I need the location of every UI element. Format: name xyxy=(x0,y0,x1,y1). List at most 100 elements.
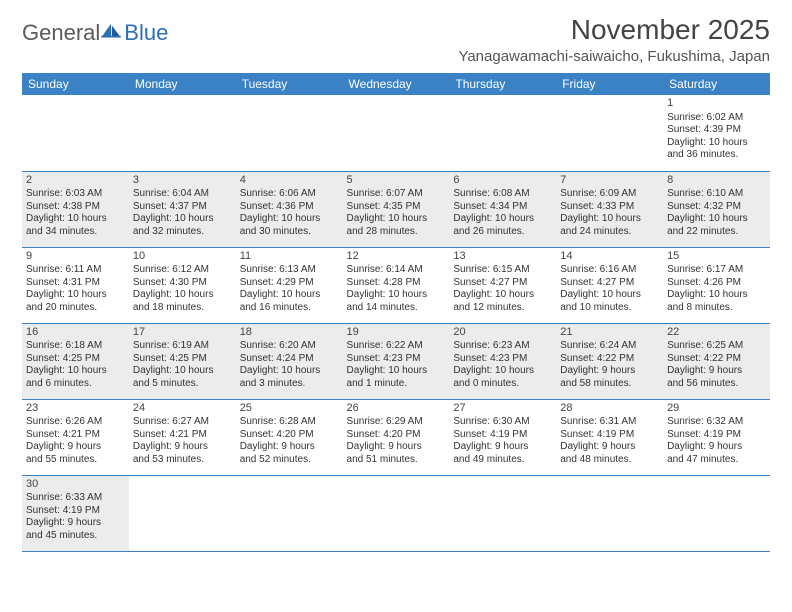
day-detail-line: Sunrise: 6:25 AM xyxy=(667,340,766,353)
day-detail-line: Sunrise: 6:07 AM xyxy=(347,188,446,201)
day-detail-line: and 36 minutes. xyxy=(667,149,766,162)
calendar-day-cell: 19Sunrise: 6:22 AMSunset: 4:23 PMDayligh… xyxy=(343,323,450,399)
calendar-day-cell: 22Sunrise: 6:25 AMSunset: 4:22 PMDayligh… xyxy=(663,323,770,399)
calendar-day-cell xyxy=(343,95,450,171)
day-number: 7 xyxy=(560,174,659,188)
day-detail-line: Daylight: 9 hours xyxy=(667,441,766,454)
day-detail-line: Daylight: 9 hours xyxy=(560,441,659,454)
day-number: 15 xyxy=(667,250,766,264)
day-detail-line: Sunset: 4:36 PM xyxy=(240,201,339,214)
day-detail-line: and 22 minutes. xyxy=(667,226,766,239)
weekday-header: Tuesday xyxy=(236,73,343,95)
day-detail-line: Sunrise: 6:19 AM xyxy=(133,340,232,353)
day-detail-line: and 58 minutes. xyxy=(560,378,659,391)
day-detail-line: Sunset: 4:28 PM xyxy=(347,277,446,290)
day-detail-line: Sunrise: 6:22 AM xyxy=(347,340,446,353)
calendar-day-cell: 28Sunrise: 6:31 AMSunset: 4:19 PMDayligh… xyxy=(556,399,663,475)
day-detail-line: Daylight: 9 hours xyxy=(347,441,446,454)
day-detail-line: and 52 minutes. xyxy=(240,454,339,467)
day-detail-line: and 49 minutes. xyxy=(453,454,552,467)
day-detail-line: Sunrise: 6:11 AM xyxy=(26,264,125,277)
title-block: November 2025 Yanagawamachi-saiwaicho, F… xyxy=(458,14,770,65)
day-detail-line: Sunrise: 6:23 AM xyxy=(453,340,552,353)
day-detail-line: and 12 minutes. xyxy=(453,302,552,315)
day-detail-line: Sunset: 4:31 PM xyxy=(26,277,125,290)
day-number: 25 xyxy=(240,402,339,416)
day-detail-line: and 20 minutes. xyxy=(26,302,125,315)
sail-icon xyxy=(100,22,122,38)
day-detail-line: Sunrise: 6:13 AM xyxy=(240,264,339,277)
day-detail-line: Sunrise: 6:08 AM xyxy=(453,188,552,201)
day-number: 30 xyxy=(26,478,125,492)
day-number: 24 xyxy=(133,402,232,416)
day-detail-line: Sunset: 4:21 PM xyxy=(133,429,232,442)
day-detail-line: Sunset: 4:20 PM xyxy=(240,429,339,442)
day-number: 17 xyxy=(133,326,232,340)
day-detail-line: Sunset: 4:35 PM xyxy=(347,201,446,214)
day-detail-line: Sunset: 4:34 PM xyxy=(453,201,552,214)
day-detail-line: and 1 minute. xyxy=(347,378,446,391)
day-detail-line: Daylight: 9 hours xyxy=(26,441,125,454)
day-number: 16 xyxy=(26,326,125,340)
day-detail-line: Sunrise: 6:17 AM xyxy=(667,264,766,277)
day-detail-line: Sunrise: 6:12 AM xyxy=(133,264,232,277)
calendar-day-cell: 3Sunrise: 6:04 AMSunset: 4:37 PMDaylight… xyxy=(129,171,236,247)
weekday-header: Sunday xyxy=(22,73,129,95)
day-detail-line: Sunrise: 6:14 AM xyxy=(347,264,446,277)
day-number: 3 xyxy=(133,174,232,188)
day-detail-line: Sunset: 4:25 PM xyxy=(26,353,125,366)
calendar-day-cell: 18Sunrise: 6:20 AMSunset: 4:24 PMDayligh… xyxy=(236,323,343,399)
day-detail-line: Sunrise: 6:15 AM xyxy=(453,264,552,277)
calendar-day-cell: 21Sunrise: 6:24 AMSunset: 4:22 PMDayligh… xyxy=(556,323,663,399)
calendar-day-cell xyxy=(236,475,343,551)
calendar-day-cell: 12Sunrise: 6:14 AMSunset: 4:28 PMDayligh… xyxy=(343,247,450,323)
day-detail-line: Daylight: 10 hours xyxy=(560,213,659,226)
calendar-week-row: 1Sunrise: 6:02 AMSunset: 4:39 PMDaylight… xyxy=(22,95,770,171)
day-detail-line: Daylight: 9 hours xyxy=(453,441,552,454)
day-detail-line: Sunset: 4:19 PM xyxy=(560,429,659,442)
page-title: November 2025 xyxy=(458,14,770,46)
day-number: 19 xyxy=(347,326,446,340)
day-detail-line: Daylight: 10 hours xyxy=(667,213,766,226)
calendar-day-cell: 5Sunrise: 6:07 AMSunset: 4:35 PMDaylight… xyxy=(343,171,450,247)
day-detail-line: Sunrise: 6:20 AM xyxy=(240,340,339,353)
calendar-day-cell xyxy=(556,95,663,171)
calendar-day-cell xyxy=(449,95,556,171)
day-detail-line: Sunrise: 6:31 AM xyxy=(560,416,659,429)
calendar-day-cell xyxy=(129,95,236,171)
weekday-header: Monday xyxy=(129,73,236,95)
day-number: 10 xyxy=(133,250,232,264)
day-detail-line: Sunrise: 6:30 AM xyxy=(453,416,552,429)
day-number: 27 xyxy=(453,402,552,416)
calendar-table: SundayMondayTuesdayWednesdayThursdayFrid… xyxy=(22,73,770,552)
day-detail-line: Sunset: 4:25 PM xyxy=(133,353,232,366)
day-detail-line: Sunset: 4:26 PM xyxy=(667,277,766,290)
day-number: 29 xyxy=(667,402,766,416)
day-detail-line: Daylight: 10 hours xyxy=(26,365,125,378)
calendar-day-cell: 29Sunrise: 6:32 AMSunset: 4:19 PMDayligh… xyxy=(663,399,770,475)
calendar-day-cell: 25Sunrise: 6:28 AMSunset: 4:20 PMDayligh… xyxy=(236,399,343,475)
weekday-header-row: SundayMondayTuesdayWednesdayThursdayFrid… xyxy=(22,73,770,95)
day-detail-line: Sunrise: 6:06 AM xyxy=(240,188,339,201)
day-detail-line: Sunrise: 6:27 AM xyxy=(133,416,232,429)
day-number: 22 xyxy=(667,326,766,340)
day-detail-line: and 56 minutes. xyxy=(667,378,766,391)
calendar-day-cell: 2Sunrise: 6:03 AMSunset: 4:38 PMDaylight… xyxy=(22,171,129,247)
calendar-week-row: 16Sunrise: 6:18 AMSunset: 4:25 PMDayligh… xyxy=(22,323,770,399)
day-detail-line: Sunrise: 6:33 AM xyxy=(26,492,125,505)
day-detail-line: Daylight: 10 hours xyxy=(133,289,232,302)
weekday-header: Saturday xyxy=(663,73,770,95)
calendar-day-cell: 17Sunrise: 6:19 AMSunset: 4:25 PMDayligh… xyxy=(129,323,236,399)
day-detail-line: and 47 minutes. xyxy=(667,454,766,467)
header: General Blue November 2025 Yanagawamachi… xyxy=(22,14,770,65)
calendar-day-cell xyxy=(449,475,556,551)
day-detail-line: Daylight: 10 hours xyxy=(667,289,766,302)
day-detail-line: Sunset: 4:37 PM xyxy=(133,201,232,214)
day-number: 20 xyxy=(453,326,552,340)
day-detail-line: Daylight: 10 hours xyxy=(347,365,446,378)
calendar-body: 1Sunrise: 6:02 AMSunset: 4:39 PMDaylight… xyxy=(22,95,770,551)
calendar-day-cell: 8Sunrise: 6:10 AMSunset: 4:32 PMDaylight… xyxy=(663,171,770,247)
calendar-day-cell: 23Sunrise: 6:26 AMSunset: 4:21 PMDayligh… xyxy=(22,399,129,475)
day-detail-line: and 28 minutes. xyxy=(347,226,446,239)
calendar-day-cell: 11Sunrise: 6:13 AMSunset: 4:29 PMDayligh… xyxy=(236,247,343,323)
